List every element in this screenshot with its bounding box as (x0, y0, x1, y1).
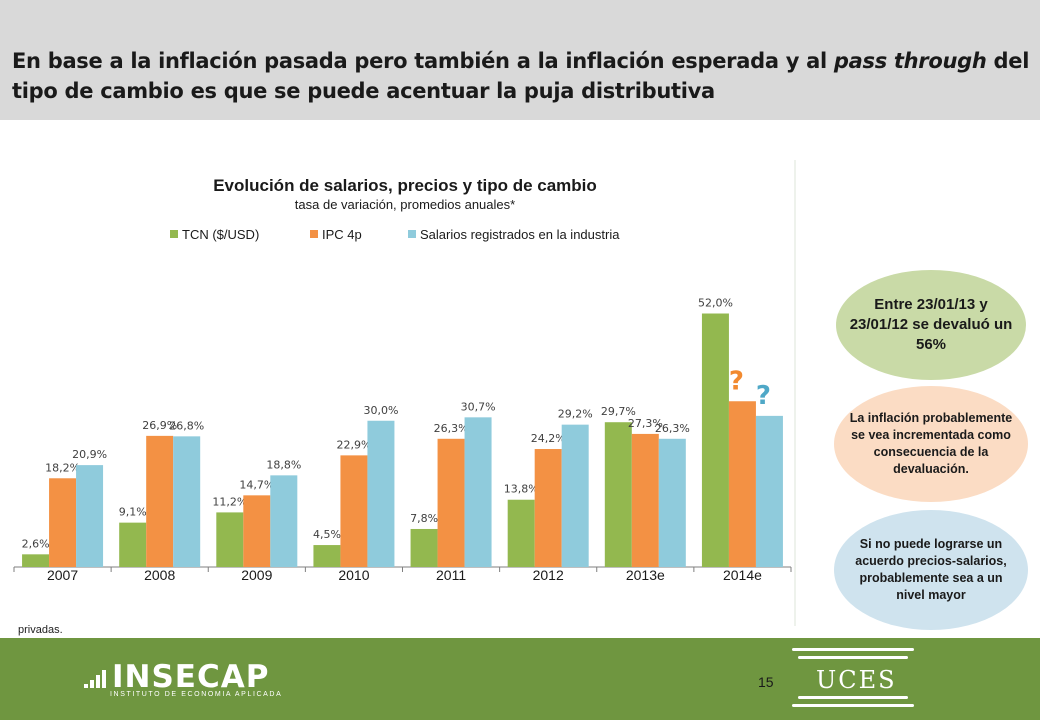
data-label-1-5: 24,2% (531, 432, 566, 445)
bar-1-1 (146, 435, 174, 567)
bar-2-5 (561, 424, 589, 567)
title-text-1: En base a la inflación pasada pero tambi… (12, 49, 834, 73)
bar-2-7 (755, 415, 783, 567)
data-label-1-3: 22,9% (336, 438, 371, 451)
bar-0-4 (410, 528, 438, 567)
bar-1-5 (534, 449, 562, 567)
data-label-2-0: 20,9% (72, 448, 107, 461)
data-label-0-1: 9,1% (119, 506, 147, 519)
legend-swatch-1 (310, 230, 318, 238)
bar-0-6 (604, 422, 632, 567)
bar-1-0 (49, 478, 77, 567)
page-number: 15 (758, 674, 774, 690)
data-label-1-0: 18,2% (45, 461, 80, 474)
x-tick-label-7: 2014e (723, 567, 762, 583)
data-label-0-7: 52,0% (698, 297, 733, 310)
data-label-1-2: 14,7% (239, 478, 274, 491)
chart-title: Evolución de salarios, precios y tipo de… (213, 176, 597, 195)
data-label-1-4: 26,3% (434, 422, 469, 435)
bar-1-4 (437, 438, 465, 567)
bar-2-2 (270, 475, 298, 567)
data-label-2-4: 30,7% (461, 400, 496, 413)
bar-1-7 (728, 401, 756, 567)
insecap-logo: INSECAP INSTITUTO DE ECONOMIA APLICADA (84, 659, 281, 700)
footnote: privadas. (18, 624, 63, 636)
chart-subtitle: tasa de variación, promedios anuales* (295, 197, 515, 212)
data-label-2-1: 26,8% (169, 419, 204, 432)
title-text-2: del tipo de cambio es que se puede acent… (12, 49, 1030, 103)
x-tick-label-5: 2012 (533, 567, 564, 583)
legend-label-1: IPC 4p (322, 227, 362, 242)
x-tick-label-0: 2007 (47, 567, 78, 583)
devaluation-text: Entre 23/01/13 y 23/01/12 se devaluó un … (849, 296, 1013, 353)
x-tick-label-6: 2013e (626, 567, 665, 583)
inflation-text: La inflación probablemente se vea increm… (849, 411, 1013, 476)
data-label-2-3: 30,0% (363, 404, 398, 417)
data-label-0-0: 2,6% (22, 537, 50, 550)
devaluation-bubble: Entre 23/01/13 y 23/01/12 se devaluó un … (836, 270, 1026, 380)
agreement-text: Si no puede lograrse un acuerdo precios-… (855, 537, 1007, 602)
data-label-0-3: 4,5% (313, 528, 341, 541)
data-label-1-6: 27,3% (628, 417, 663, 430)
bar-1-3 (340, 455, 368, 567)
insecap-logo-text: INSECAP (112, 659, 270, 695)
question-mark-2-7: ? (756, 381, 771, 411)
bar-2-1 (173, 436, 201, 567)
bar-chart: Evolución de salarios, precios y tipo de… (13, 176, 792, 583)
data-label-2-6: 26,3% (655, 422, 690, 435)
bar-2-6 (658, 438, 686, 567)
data-label-0-5: 13,8% (504, 483, 539, 496)
bar-1-6 (631, 433, 659, 567)
legend-swatch-0 (170, 230, 178, 238)
question-mark-1-7: ? (729, 366, 744, 396)
data-label-0-2: 11,2% (212, 495, 247, 508)
data-label-2-2: 18,8% (266, 458, 301, 471)
bar-1-2 (243, 495, 271, 567)
bar-0-1 (119, 522, 147, 567)
data-label-1-1: 26,9% (142, 419, 177, 432)
inflation-bubble: La inflación probablemente se vea increm… (834, 386, 1028, 502)
title-text-italic: pass through (833, 49, 987, 73)
bar-0-5 (507, 499, 535, 567)
legend-label-2: Salarios registrados en la industria (420, 227, 620, 242)
agreement-bubble: Si no puede lograrse un acuerdo precios-… (834, 510, 1028, 630)
footer-white-strip (0, 626, 796, 638)
bar-0-0 (22, 554, 50, 567)
header-bar: En base a la inflación pasada pero tambi… (0, 0, 1040, 120)
uces-logo-text: UCES (810, 666, 903, 694)
legend-label-0: TCN ($/USD) (182, 227, 259, 242)
slide-title: En base a la inflación pasada pero tambi… (12, 46, 1032, 106)
bar-2-0 (76, 465, 104, 567)
data-label-0-6: 29,7% (601, 405, 636, 418)
x-tick-label-3: 2010 (338, 567, 369, 583)
insecap-logo-subtitle: INSTITUTO DE ECONOMIA APLICADA (110, 691, 283, 698)
bar-0-2 (216, 512, 244, 567)
data-label-0-4: 7,8% (410, 512, 438, 525)
data-label-2-5: 29,2% (558, 408, 593, 421)
bar-2-4 (464, 417, 492, 567)
bar-0-7 (701, 313, 729, 567)
x-tick-label-1: 2008 (144, 567, 175, 583)
divider (794, 160, 796, 638)
bar-2-3 (367, 420, 395, 567)
bar-0-3 (313, 545, 341, 567)
uces-logo: UCES (792, 644, 914, 716)
x-tick-label-2: 2009 (241, 567, 272, 583)
legend-swatch-2 (408, 230, 416, 238)
x-tick-label-4: 2011 (436, 567, 466, 583)
